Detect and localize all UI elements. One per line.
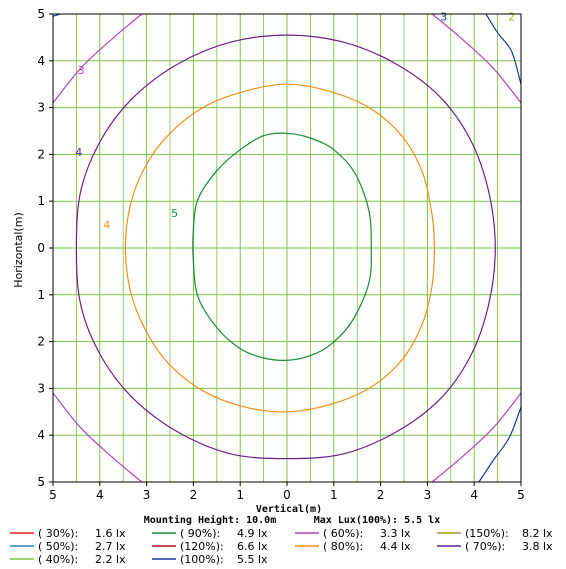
legend-percent: ( 80%):	[323, 540, 363, 553]
x-tick-label: 5	[517, 488, 525, 502]
x-tick-label: 4	[470, 488, 478, 502]
legend-lux-value: 3.3 lx	[380, 527, 411, 540]
x-tick-label: 1	[236, 488, 244, 502]
contour-line	[124, 83, 436, 413]
max-lux-label: Max Lux(100%): 5.5 lx	[314, 515, 440, 526]
contour-label: 4	[75, 146, 82, 159]
legend-lux-value: 4.4 lx	[380, 540, 411, 553]
x-tick-label: 5	[49, 488, 57, 502]
contour-line	[53, 14, 143, 104]
contour-line	[485, 14, 521, 85]
x-tick-label: 2	[377, 488, 385, 502]
y-tick-label: 5	[37, 475, 45, 489]
y-tick-label: 0	[37, 241, 45, 255]
legend-lux-value: 1.6 lx	[95, 527, 126, 540]
contour-line	[53, 392, 143, 482]
contour-line	[478, 406, 521, 482]
y-tick-label: 4	[37, 428, 45, 442]
legend-lux-value: 2.2 lx	[95, 553, 126, 566]
contour-label: 2	[508, 10, 515, 23]
legend-lux-value: 4.9 lx	[237, 527, 268, 540]
legend-lux-value: 6.6 lx	[237, 540, 268, 553]
y-tick-label: 3	[37, 101, 45, 115]
y-tick-label: 2	[37, 147, 45, 161]
x-tick-label: 0	[283, 488, 291, 502]
legend-percent: (150%):	[465, 527, 509, 540]
x-axis-title: Vertical(m)	[256, 503, 322, 515]
y-tick-label: 1	[37, 194, 45, 208]
y-tick-label: 1	[37, 288, 45, 302]
x-tick-label: 3	[143, 488, 151, 502]
y-tick-label: 3	[37, 381, 45, 395]
contours: 5 4 4 3 3 2	[53, 10, 521, 482]
contour-line	[75, 34, 496, 460]
contour-label: 5	[171, 207, 178, 220]
legend-percent: (100%):	[180, 553, 224, 566]
y-tick-label: 4	[37, 54, 45, 68]
y-axis-title: Horizontal(m)	[12, 212, 25, 287]
contour-line	[431, 14, 521, 104]
contour-line	[192, 132, 372, 361]
x-tick-label: 1	[330, 488, 338, 502]
grid	[52, 13, 522, 483]
legend-percent: ( 30%):	[38, 527, 78, 540]
contour-label: 3	[78, 64, 85, 77]
legend-lux-value: 2.7 lx	[95, 540, 126, 553]
x-tick-label: 4	[96, 488, 104, 502]
contour-line	[431, 392, 521, 482]
legend-percent: ( 70%):	[465, 540, 505, 553]
legend-lux-value: 3.8 lx	[522, 540, 553, 553]
x-tick-label: 3	[424, 488, 432, 502]
contour-label: 3	[440, 10, 447, 23]
legend-percent: ( 60%):	[323, 527, 363, 540]
legend-percent: ( 90%):	[180, 527, 220, 540]
y-tick-label: 2	[37, 335, 45, 349]
legend-percent: ( 50%):	[38, 540, 78, 553]
legend: ( 30%): 1.6 lx ( 90%): 4.9 lx ( 60%): 3.3 lx (…	[10, 527, 553, 566]
legend-percent: ( 40%):	[38, 553, 78, 566]
mounting-height-label: Mounting Height: 10.0m	[144, 514, 276, 526]
y-tick-label: 5	[37, 7, 45, 21]
x-tick-label: 2	[190, 488, 198, 502]
legend-percent: (120%):	[180, 540, 224, 553]
contour-label: 4	[103, 219, 110, 232]
legend-lux-value: 5.5 lx	[237, 553, 268, 566]
legend-lux-value: 8.2 lx	[522, 527, 553, 540]
